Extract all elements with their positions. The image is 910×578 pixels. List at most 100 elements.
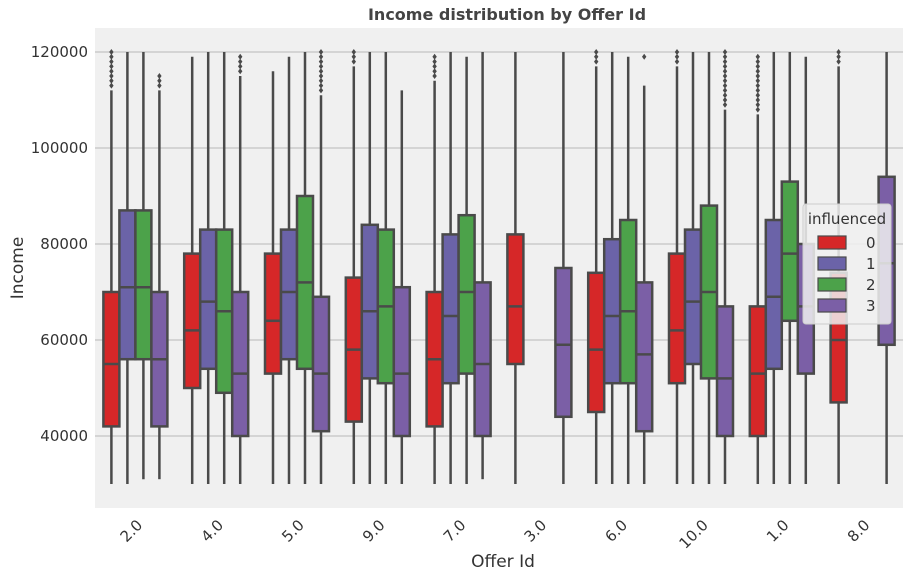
outlier-point xyxy=(722,58,728,65)
outlier-point xyxy=(674,53,680,60)
outlier-point xyxy=(722,97,728,103)
box-plot xyxy=(102,49,121,484)
outlier-point xyxy=(755,77,760,84)
box xyxy=(473,281,492,438)
box xyxy=(182,252,202,390)
box xyxy=(279,228,299,361)
box xyxy=(586,271,606,414)
outlier-point xyxy=(318,58,324,65)
y-tick-label: 80000 xyxy=(40,235,88,253)
y-tick-label: 120000 xyxy=(31,43,88,61)
outlier-point xyxy=(238,58,243,65)
legend-swatch xyxy=(817,298,847,313)
outlier-point xyxy=(674,58,680,65)
outlier-point xyxy=(157,73,162,79)
outlier-point xyxy=(109,53,114,60)
box-plot xyxy=(457,56,476,484)
box xyxy=(780,180,800,323)
box-plot xyxy=(699,52,719,484)
legend-label: 2 xyxy=(866,276,876,294)
box-plot xyxy=(134,52,153,480)
outlier-point xyxy=(722,68,728,75)
outlier-point xyxy=(318,87,324,94)
x-tick-label: 2.0 xyxy=(117,516,147,546)
outlier-point xyxy=(318,63,324,70)
box xyxy=(230,290,250,438)
legend-items: 0 1 2 3 xyxy=(817,234,876,315)
outlier-point xyxy=(432,53,437,60)
outlier-point xyxy=(157,77,162,84)
box-plot xyxy=(473,52,492,480)
outlier-point xyxy=(722,53,728,60)
outlier-point xyxy=(109,63,114,70)
box xyxy=(715,305,735,438)
box-plot xyxy=(360,52,380,484)
x-tick-label: 4.0 xyxy=(197,516,227,546)
box-plot xyxy=(392,90,412,484)
box-plot xyxy=(667,49,687,484)
outlier-point xyxy=(836,53,841,60)
box xyxy=(618,218,638,385)
legend-swatch xyxy=(817,256,847,271)
box xyxy=(263,252,283,375)
x-tick-label: 5.0 xyxy=(278,516,308,546)
box xyxy=(198,228,218,371)
box-plot xyxy=(506,52,525,484)
outlier-point xyxy=(109,77,114,84)
y-tick-label: 60000 xyxy=(40,331,88,349)
box-plot xyxy=(376,52,396,484)
y-tick-label: 100000 xyxy=(31,139,88,157)
box xyxy=(118,209,137,361)
box-plot xyxy=(214,52,234,484)
outlier-point xyxy=(109,49,114,55)
outlier-point xyxy=(755,92,760,99)
x-tick-labels: 2.0 4.0 5.0 9.0 7.0 3.0 6.0 10.0 1.0 8.0 xyxy=(117,516,874,552)
outlier-point xyxy=(432,73,437,79)
box xyxy=(457,213,476,375)
box-plot xyxy=(441,52,460,484)
outlier-point xyxy=(318,49,324,55)
outlier-point xyxy=(755,73,760,79)
outlier-point xyxy=(755,106,760,113)
box-plot xyxy=(634,53,654,484)
outlier-point xyxy=(238,63,243,70)
x-tick-label: 6.0 xyxy=(601,516,631,546)
outlier-point xyxy=(594,58,599,65)
box-plot xyxy=(554,52,573,484)
outlier-point xyxy=(722,73,728,79)
outlier-point xyxy=(722,77,728,84)
outlier-point xyxy=(755,68,760,75)
y-axis-label: Income xyxy=(8,237,28,300)
box xyxy=(667,252,687,385)
legend-title: influenced xyxy=(808,210,886,228)
outlier-point xyxy=(351,49,356,55)
box xyxy=(764,218,784,371)
legend-label: 1 xyxy=(866,255,876,273)
outlier-point xyxy=(109,68,114,75)
outlier-point xyxy=(722,63,728,70)
outlier-point xyxy=(318,82,324,89)
box-plot xyxy=(602,52,622,484)
legend-swatch xyxy=(817,277,847,292)
outlier-point xyxy=(755,97,760,103)
x-tick-label: 9.0 xyxy=(359,516,389,546)
box-plot xyxy=(748,53,768,484)
legend-frame xyxy=(802,203,892,325)
outlier-point xyxy=(318,77,324,84)
outlier-point xyxy=(238,53,243,60)
outlier-point xyxy=(351,53,356,60)
outlier-point xyxy=(109,58,114,65)
outlier-point xyxy=(722,101,728,108)
box-plot xyxy=(425,53,444,484)
x-tick-label: 1.0 xyxy=(763,516,793,546)
outlier-point xyxy=(836,58,841,65)
box xyxy=(506,233,525,366)
outlier-point xyxy=(157,82,162,89)
box xyxy=(602,237,622,385)
box xyxy=(360,223,380,380)
outlier-point xyxy=(351,58,356,65)
box-plot xyxy=(150,73,169,480)
outlier-point xyxy=(755,101,760,108)
box-plot xyxy=(586,49,606,484)
